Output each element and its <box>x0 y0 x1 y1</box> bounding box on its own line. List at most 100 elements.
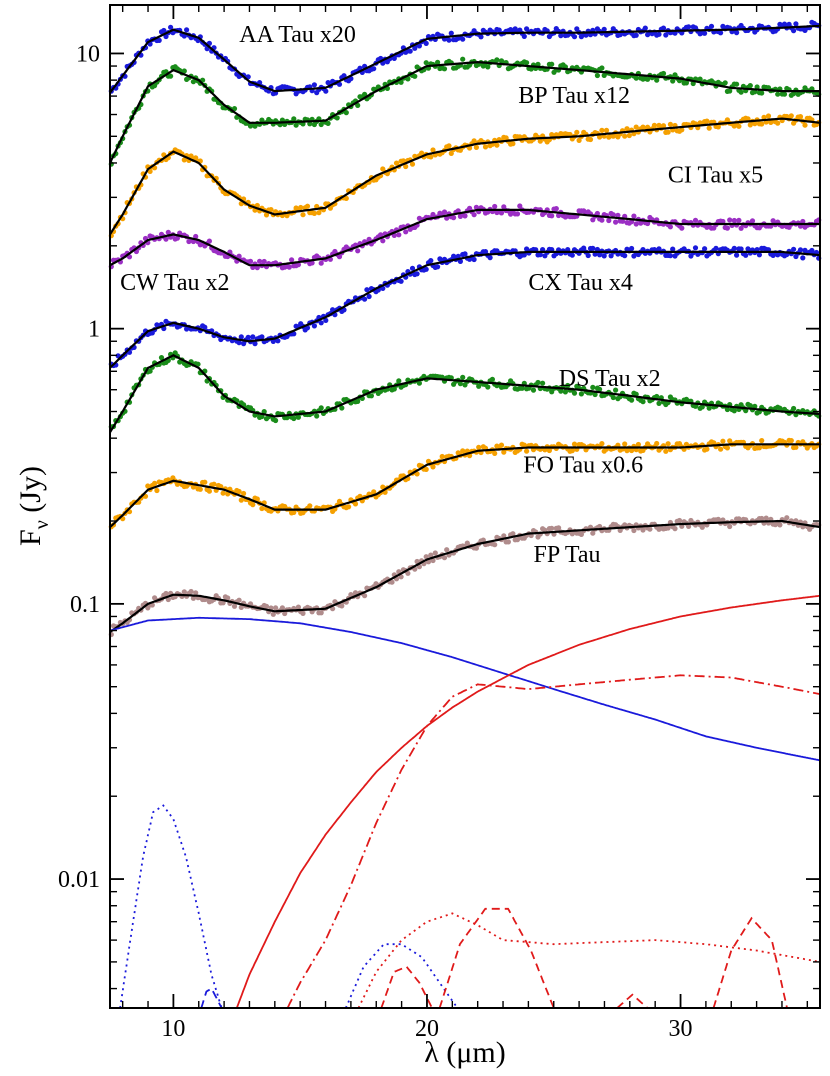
cw-tau-x2-point <box>736 217 742 223</box>
cw-tau-x2-point <box>257 258 263 264</box>
ci-tau-x5-point <box>473 144 479 150</box>
fp-tau-point <box>590 530 596 536</box>
ds-tau-x2-model-line <box>109 354 821 433</box>
cx-tau-x4-point <box>702 246 708 252</box>
ci-tau-x5-point <box>494 142 500 148</box>
ds-tau-x2-point <box>396 378 402 384</box>
fp-tau-point <box>318 610 324 616</box>
fp-tau-point <box>270 611 276 617</box>
fp-tau-point <box>672 526 678 532</box>
fp-tau-point <box>423 554 429 560</box>
bp-tau-x12-point <box>325 120 331 126</box>
component-dotted-blue-2 <box>344 943 459 1009</box>
ds-tau-x2-point <box>597 386 603 392</box>
fo-tau-x0-6-point <box>197 486 203 492</box>
cx-tau-x4-point <box>398 278 404 284</box>
fp-tau-point <box>432 550 438 556</box>
fo-tau-x0-6-point <box>371 489 377 495</box>
cw-tau-x2-label: CW Tau x2 <box>120 270 229 296</box>
ds-tau-x2-point <box>731 408 737 414</box>
fp-tau-point <box>444 547 450 553</box>
ci-tau-x5-point <box>626 132 632 139</box>
ds-tau-x2-point <box>656 400 662 406</box>
ci-tau-x5-point <box>263 212 270 218</box>
bp-tau-x12-point <box>722 80 728 86</box>
fp-tau-point <box>686 523 692 530</box>
fo-tau-x0-6-point <box>211 481 217 487</box>
y-tick-label: 10 <box>76 41 100 67</box>
fp-tau-point <box>263 603 270 609</box>
bp-tau-x12-point <box>738 89 744 95</box>
bp-tau-x12-point <box>181 68 187 74</box>
bp-tau-x12-observed <box>108 56 822 167</box>
fo-tau-x0-6-point <box>460 448 466 454</box>
fp-tau-point <box>181 589 187 595</box>
fp-tau-point <box>279 605 285 611</box>
cw-tau-x2-point <box>549 213 555 219</box>
aa-tau-x20-point <box>583 32 589 38</box>
cx-tau-x4-point <box>455 253 461 259</box>
aa-tau-x20-point <box>156 37 162 44</box>
ds-tau-x2-point <box>489 376 495 382</box>
ci-tau-x5-point <box>510 141 516 147</box>
y-tick-label: 0.1 <box>70 592 100 618</box>
cw-tau-x2-point <box>606 217 612 224</box>
bp-tau-x12-point <box>343 110 349 116</box>
cw-tau-x2-point <box>645 220 651 227</box>
ci-tau-x5-point <box>400 158 406 164</box>
ci-tau-x5-point <box>311 210 317 216</box>
fp-tau-point <box>193 590 199 596</box>
ci-tau-x5-point <box>537 138 543 144</box>
cx-tau-x4-point <box>245 334 251 340</box>
fo-tau-x0-6-observed <box>108 437 822 530</box>
cx-tau-x4-point <box>471 256 477 263</box>
ds-tau-x2-point <box>416 380 422 386</box>
ci-tau-x5-point <box>428 154 434 160</box>
fp-tau-point <box>295 604 301 610</box>
ci-tau-x5-point <box>660 123 667 129</box>
fo-tau-x0-6-point <box>414 471 420 477</box>
aa-tau-x20-point <box>460 36 466 42</box>
ci-tau-x5-point <box>181 157 187 163</box>
fp-tau-point <box>362 593 368 599</box>
bp-tau-x12-point <box>355 102 361 108</box>
ds-tau-x2-point <box>706 405 712 411</box>
ci-tau-x5-point <box>482 144 489 150</box>
aa-tau-x20-point <box>311 82 317 88</box>
aa-tau-x20-point <box>168 24 174 30</box>
ci-tau-x5-point <box>298 204 304 211</box>
fp-tau-point <box>763 515 769 521</box>
ds-tau-x2-point <box>457 381 463 387</box>
bp-tau-x12-point <box>405 76 411 82</box>
y-tick-label: 1 <box>88 317 100 343</box>
cw-tau-x2-point <box>724 225 731 231</box>
ds-tau-x2-point <box>613 387 619 393</box>
bp-tau-x12-point <box>599 65 605 71</box>
component-dashed-red-3 <box>616 993 649 1009</box>
fo-tau-x0-6-point <box>220 490 226 496</box>
cx-tau-x4-point <box>581 245 587 251</box>
cx-tau-x4-point <box>608 253 614 259</box>
aa-tau-x20-point <box>184 27 190 33</box>
cx-tau-x4-point <box>435 264 441 270</box>
cw-tau-x2-point <box>206 238 212 244</box>
fp-tau-point <box>236 597 242 603</box>
ds-tau-x2-point <box>519 385 525 391</box>
cw-tau-x2-point <box>451 215 457 221</box>
cw-tau-x2-point <box>366 236 372 242</box>
ci-tau-x5-point <box>403 163 409 170</box>
cw-tau-x2-point <box>727 217 733 223</box>
bp-tau-x12-point <box>775 91 781 97</box>
cx-tau-x4-point <box>622 253 628 259</box>
ci-tau-x5-model-line <box>109 117 821 235</box>
fp-tau-point <box>441 555 448 561</box>
cw-tau-x2-point <box>236 253 242 259</box>
cx-tau-x4-point <box>457 258 463 264</box>
ci-tau-x5-point <box>765 113 772 119</box>
aa-tau-x20-point <box>412 45 418 51</box>
ci-tau-x5-point <box>622 133 628 139</box>
cw-tau-x2-point <box>770 218 776 224</box>
ci-tau-x5-point <box>624 126 630 132</box>
bp-tau-x12-point <box>398 79 404 85</box>
ds-tau-x2-point <box>724 406 731 413</box>
